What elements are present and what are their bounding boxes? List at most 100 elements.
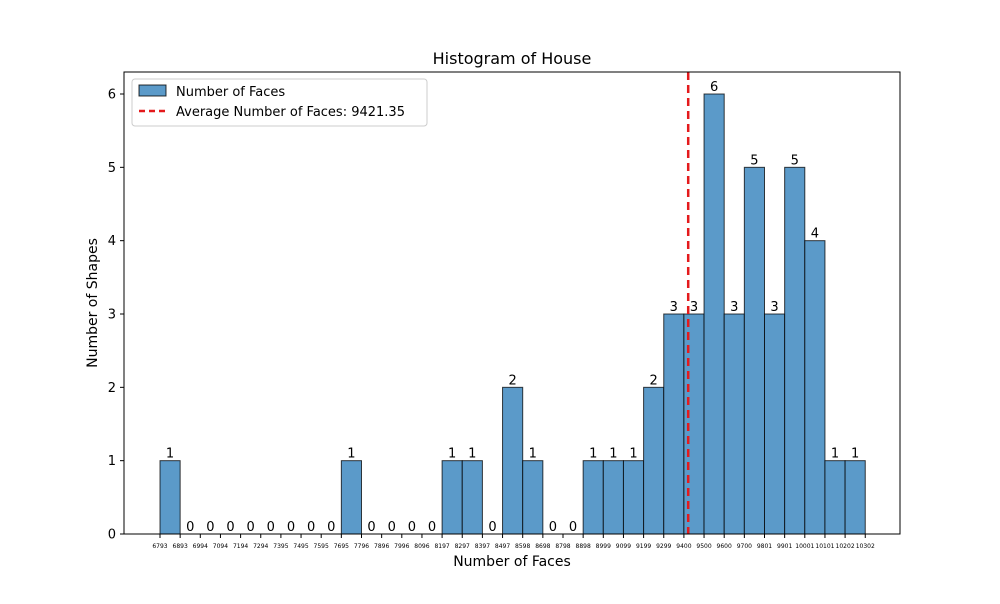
bars-layer: [159, 93, 866, 535]
bar-count-label: 3: [670, 300, 678, 315]
legend-swatch-faces: [138, 84, 167, 97]
histogram-bar: [461, 460, 483, 535]
x-tick-label: 8197: [434, 543, 449, 550]
histogram-bar: [844, 460, 866, 535]
bar-count-label: 0: [206, 520, 214, 535]
bar-count-label: 0: [307, 520, 315, 535]
plot-frame: [123, 71, 901, 535]
histogram-bar: [703, 93, 725, 535]
bar-count-label: 3: [690, 300, 698, 315]
y-tick-label: 3: [108, 308, 116, 323]
bar-count-label: 1: [589, 447, 597, 462]
histogram-bar: [441, 460, 463, 535]
histogram-bar: [723, 313, 745, 535]
bar-count-label: 1: [831, 447, 839, 462]
histogram-bar: [824, 460, 846, 535]
legend-label-average: Average Number of Faces: 9421.35: [176, 105, 405, 120]
histogram-bar: [159, 460, 181, 535]
x-tick-label: 9901: [777, 543, 792, 550]
histogram-bar: [502, 386, 524, 535]
bar-count-label: 1: [468, 447, 476, 462]
bar-count-label: 0: [367, 520, 375, 535]
bar-count-label: 0: [287, 520, 295, 535]
legend: Number of Faces Average Number of Faces:…: [131, 78, 428, 127]
bar-count-label: 0: [428, 520, 436, 535]
bar-count-label: 0: [247, 520, 255, 535]
y-tick-label: 2: [108, 381, 116, 396]
y-tick-label: 4: [108, 234, 116, 249]
bar-count-label: 3: [770, 300, 778, 315]
bar-count-label: 2: [508, 373, 516, 388]
x-tick-label: 9299: [656, 543, 671, 550]
x-tick-label: 8397: [475, 543, 490, 550]
x-tick-label: 8798: [555, 543, 570, 550]
x-tick-label: 10101: [815, 543, 834, 550]
x-tick-label: 9400: [676, 543, 691, 550]
bar-count-label: 5: [750, 153, 758, 168]
legend-box: [131, 78, 428, 127]
x-tick-label: 7294: [253, 543, 268, 550]
x-tick-label: 7194: [233, 543, 248, 550]
x-tick-label: 8096: [414, 543, 429, 550]
bar-count-label: 0: [488, 520, 496, 535]
x-tick-label: 7695: [334, 543, 349, 550]
histogram-bar: [743, 166, 765, 535]
bar-count-label: 6: [710, 80, 718, 95]
y-tick-label: 0: [108, 528, 116, 543]
y-tick-label: 5: [108, 161, 116, 176]
x-tick-label: 10202: [836, 543, 855, 550]
bar-count-label: 4: [811, 227, 819, 242]
histogram-bar: [663, 313, 685, 535]
bar-count-label: 1: [629, 447, 637, 462]
bar-count-label: 1: [448, 447, 456, 462]
bar-count-label: 1: [347, 447, 355, 462]
bar-count-label: 0: [408, 520, 416, 535]
x-tick-label: 9500: [696, 543, 711, 550]
x-tick-label: 7595: [314, 543, 329, 550]
x-tick-label: 7395: [273, 543, 288, 550]
x-tick-label: 8598: [515, 543, 530, 550]
x-tick-label: 7896: [374, 543, 389, 550]
bar-count-label: 5: [791, 153, 799, 168]
x-tick-label: 8297: [455, 543, 470, 550]
x-tick-label: 7495: [293, 543, 308, 550]
histogram-bar: [340, 460, 363, 535]
bar-count-label: 1: [166, 447, 174, 462]
x-tick-label: 6893: [173, 543, 188, 550]
x-tick-label: 8497: [495, 543, 510, 550]
x-tick-label: 9600: [717, 543, 732, 550]
x-tick-label: 6793: [152, 543, 167, 550]
bar-count-label: 0: [226, 520, 234, 535]
x-tick-label: 8698: [535, 543, 550, 550]
x-axis: 6793 6893 6994 7094 7194 7294 7395 7495 7595 7695…: [152, 534, 875, 550]
y-tick-label: 1: [108, 454, 116, 469]
histogram-bar: [784, 166, 806, 535]
x-tick-label: 9700: [737, 543, 752, 550]
bar-count-label: 1: [529, 447, 537, 462]
bar-count-label: 0: [186, 520, 194, 535]
x-tick-label: 10001: [795, 543, 814, 550]
histogram-bar: [683, 313, 705, 535]
x-tick-label: 8999: [596, 543, 611, 550]
histogram-bar: [602, 460, 624, 535]
bar-count-label: 3: [730, 300, 738, 315]
histogram-bar: [582, 460, 604, 535]
bar-count-label: 0: [388, 520, 396, 535]
histogram-bar: [764, 313, 786, 535]
x-tick-label: 9801: [757, 543, 772, 550]
x-tick-label: 6994: [193, 543, 208, 550]
bar-count-label: 0: [549, 520, 557, 535]
x-tick-label: 10302: [856, 543, 875, 550]
legend-label-faces: Number of Faces: [176, 85, 285, 100]
chart-title: Histogram of House: [433, 49, 592, 68]
y-axis-label: Number of Shapes: [85, 238, 101, 368]
x-tick-label: 9199: [636, 543, 651, 550]
bar-count-label: 1: [851, 447, 859, 462]
x-tick-label: 7094: [213, 543, 228, 550]
y-tick-label: 6: [108, 88, 116, 103]
bar-count-label: 0: [327, 520, 335, 535]
x-tick-label: 9099: [616, 543, 631, 550]
